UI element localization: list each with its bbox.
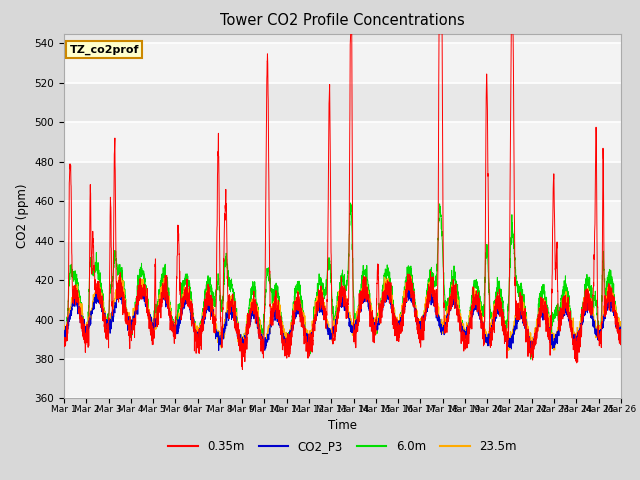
6.0m <box>60 335 68 340</box>
Line: 6.0m: 6.0m <box>64 203 621 359</box>
6.0m <box>397 317 404 323</box>
6.0m <box>564 288 572 294</box>
6.0m <box>179 286 187 291</box>
0.35m <box>617 334 625 340</box>
6.0m <box>346 200 354 206</box>
Legend: 0.35m, CO2_P3, 6.0m, 23.5m: 0.35m, CO2_P3, 6.0m, 23.5m <box>163 436 522 458</box>
Line: CO2_P3: CO2_P3 <box>64 288 621 353</box>
CO2_P3 <box>406 298 414 303</box>
Line: 23.5m: 23.5m <box>64 277 621 352</box>
23.5m <box>406 285 414 291</box>
CO2_P3 <box>179 302 187 308</box>
0.35m <box>239 367 246 372</box>
Bar <box>64 201 621 240</box>
23.5m <box>408 274 415 280</box>
23.5m <box>60 334 68 339</box>
6.0m <box>527 356 534 362</box>
0.35m <box>397 320 404 326</box>
CO2_P3 <box>617 324 625 330</box>
Bar <box>64 44 621 83</box>
23.5m <box>397 314 404 320</box>
CO2_P3 <box>564 308 572 314</box>
Line: 0.35m: 0.35m <box>64 34 621 370</box>
0.35m <box>347 31 355 36</box>
23.5m <box>617 319 625 324</box>
6.0m <box>617 330 625 336</box>
23.5m <box>564 301 572 307</box>
Y-axis label: CO2 (ppm): CO2 (ppm) <box>16 184 29 248</box>
Bar <box>64 359 621 398</box>
X-axis label: Time: Time <box>328 419 357 432</box>
Bar <box>64 280 621 320</box>
0.35m <box>407 288 415 294</box>
0.35m <box>564 314 572 320</box>
CO2_P3 <box>527 350 534 356</box>
CO2_P3 <box>397 325 404 331</box>
23.5m <box>527 349 535 355</box>
23.5m <box>179 298 187 303</box>
0.35m <box>60 344 68 349</box>
Bar <box>64 122 621 162</box>
0.35m <box>216 230 223 236</box>
23.5m <box>617 331 625 337</box>
CO2_P3 <box>405 286 413 291</box>
0.35m <box>179 300 187 306</box>
Text: TZ_co2prof: TZ_co2prof <box>70 45 139 55</box>
CO2_P3 <box>617 327 625 333</box>
CO2_P3 <box>60 332 68 338</box>
6.0m <box>617 332 625 338</box>
23.5m <box>216 336 223 342</box>
6.0m <box>216 287 223 292</box>
0.35m <box>617 334 625 339</box>
CO2_P3 <box>216 338 223 344</box>
Title: Tower CO2 Profile Concentrations: Tower CO2 Profile Concentrations <box>220 13 465 28</box>
6.0m <box>406 269 414 275</box>
